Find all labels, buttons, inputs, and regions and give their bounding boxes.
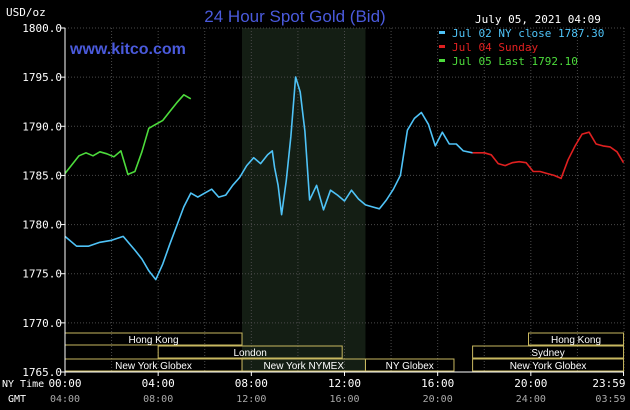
chart-title: 24 Hour Spot Gold (Bid) bbox=[204, 7, 385, 26]
series-line-0 bbox=[64, 76, 473, 281]
session-label-5: New York NYMEX bbox=[263, 361, 344, 372]
session-bar-1 bbox=[528, 332, 625, 346]
x-tick-label-gmt-3: 16:00 bbox=[329, 394, 359, 405]
session-label-2: London bbox=[233, 348, 266, 359]
session-bar-7 bbox=[472, 358, 625, 372]
gmt-row-label: GMT bbox=[8, 394, 26, 405]
x-tick-label-ny-4: 16:00 bbox=[421, 377, 454, 390]
session-bar-3 bbox=[472, 345, 625, 359]
legend-swatch-2 bbox=[439, 59, 445, 62]
session-bar-2 bbox=[157, 345, 343, 359]
legend-label-2: Jul 05 Last 1792.10 bbox=[452, 55, 578, 68]
x-tick-label-ny-5: 20:00 bbox=[514, 377, 547, 390]
y-tick-label-7: 1765.0 bbox=[22, 366, 62, 379]
session-bar-6 bbox=[364, 358, 455, 372]
x-tick-label-gmt-1: 08:00 bbox=[143, 394, 173, 405]
legend-swatch-0 bbox=[439, 31, 445, 34]
legend-label-0: Jul 02 NY close 1787.30 bbox=[452, 27, 604, 40]
legend-swatch-1 bbox=[439, 45, 445, 48]
series-line-2 bbox=[64, 94, 192, 176]
y-tick-label-3: 1785.0 bbox=[22, 169, 62, 182]
x-tick-label-gmt-0: 04:00 bbox=[50, 394, 80, 405]
legend-label-1: Jul 04 Sunday bbox=[452, 41, 538, 54]
y-tick-label-1: 1795.0 bbox=[22, 71, 62, 84]
nymex-session-shading bbox=[242, 28, 366, 372]
session-label-0: Hong Kong bbox=[128, 335, 178, 346]
x-tick-label-gmt-4: 20:00 bbox=[423, 394, 453, 405]
session-label-4: New York Globex bbox=[115, 361, 192, 372]
x-tick-label-ny-1: 04:00 bbox=[142, 377, 175, 390]
y-axis-unit-label: USD/oz bbox=[6, 6, 46, 19]
x-tick-label-gmt-2: 12:00 bbox=[236, 394, 266, 405]
ny-time-row-label: NY Time bbox=[2, 379, 44, 390]
session-label-3: Sydney bbox=[531, 348, 564, 359]
x-tick-label-gmt-5: 24:00 bbox=[516, 394, 546, 405]
y-tick-label-0: 1800.0 bbox=[22, 22, 62, 35]
session-label-7: New York Globex bbox=[510, 361, 587, 372]
watermark-text: www.kitco.com bbox=[69, 41, 186, 58]
session-label-1: Hong Kong bbox=[551, 335, 601, 346]
x-tick-label-ny-0: 00:00 bbox=[48, 377, 81, 390]
x-tick-label-gmt-6: 03:59 bbox=[595, 394, 625, 405]
x-tick-label-ny-2: 08:00 bbox=[235, 377, 268, 390]
series-line-1 bbox=[472, 131, 625, 180]
y-tick-label-2: 1790.0 bbox=[22, 120, 62, 133]
timestamp-text: July 05, 2021 04:09 bbox=[475, 13, 601, 26]
y-tick-label-4: 1780.0 bbox=[22, 219, 62, 232]
session-label-6: NY Globex bbox=[386, 361, 434, 372]
y-tick-label-5: 1775.0 bbox=[22, 268, 62, 281]
y-tick-label-6: 1770.0 bbox=[22, 317, 62, 330]
chart-legend: Jul 02 NY close 1787.30 Jul 04 Sunday Ju… bbox=[439, 27, 604, 68]
x-tick-label-ny-6: 23:59 bbox=[592, 377, 625, 390]
x-tick-label-ny-3: 12:00 bbox=[328, 377, 361, 390]
